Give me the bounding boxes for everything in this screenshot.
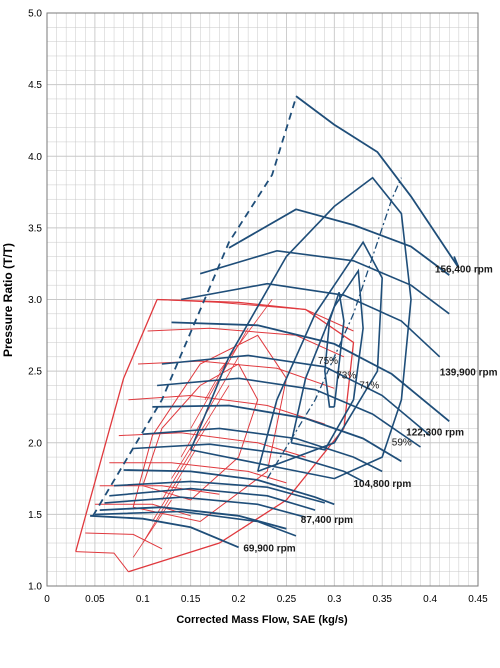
speed-line <box>94 510 297 537</box>
efficiency-label: 71% <box>359 380 379 391</box>
speed-line <box>228 208 450 276</box>
blue-compressor-map <box>90 95 460 549</box>
red-surge-line <box>75 299 158 552</box>
speed-line <box>199 249 450 315</box>
speed-line <box>104 496 306 518</box>
red-choke-tick <box>152 449 196 522</box>
efficiency-label: 75% <box>318 356 338 367</box>
red-speed-line <box>75 551 129 573</box>
efficiency-island <box>256 240 384 473</box>
efficiency-label: 73% <box>336 370 356 381</box>
speed-line <box>180 282 441 358</box>
x-tick-label: 0.1 <box>136 594 150 605</box>
y-tick-label: 3.0 <box>28 295 42 306</box>
red-compressor-map <box>75 298 355 573</box>
red-choke-tick <box>180 356 239 458</box>
outer-boundary <box>295 95 460 269</box>
speed-line <box>123 469 335 506</box>
y-tick-label: 3.5 <box>28 223 42 234</box>
y-tick-label: 2.5 <box>28 367 42 378</box>
speed-line-label: 87,400 rpm <box>301 515 353 526</box>
red-choke-tick <box>171 385 230 479</box>
speed-line <box>99 506 287 530</box>
choke-dash-line <box>266 177 402 479</box>
y-tick-label: 2.0 <box>28 438 42 449</box>
x-tick-label: 0.3 <box>327 594 341 605</box>
efficiency-label: 59% <box>392 438 412 449</box>
speed-line-label: 122,300 rpm <box>406 428 464 439</box>
efficiency-island <box>189 176 412 480</box>
speed-line <box>90 514 239 549</box>
y-tick-label: 4.0 <box>28 152 42 163</box>
surge-line <box>92 97 297 517</box>
efficiency-island <box>290 268 364 451</box>
red-efficiency-island <box>142 363 259 501</box>
axes: 0 0.05 0.1 0.15 0.2 0.25 0.3 0.35 0.4 0.45 1.0 1.5 2… <box>28 9 488 606</box>
speed-line-label: 139,900 rpm <box>440 367 498 378</box>
x-tick-label: 0.4 <box>423 594 437 605</box>
speed-line <box>113 480 326 504</box>
red-speed-line <box>85 532 163 550</box>
y-tick-label: 5.0 <box>28 9 42 20</box>
x-tick-label: 0.05 <box>85 594 105 605</box>
x-tick-label: 0.15 <box>181 594 201 605</box>
speed-line <box>157 377 421 448</box>
x-tick-label: 0.45 <box>468 594 488 605</box>
speed-line-label: 69,900 rpm <box>243 544 295 555</box>
red-speed-line <box>128 394 325 425</box>
x-tick-label: 0 <box>44 594 50 605</box>
speed-line <box>109 487 316 511</box>
red-outer-boundary <box>128 298 355 573</box>
red-choke-tick <box>132 499 172 558</box>
red-speed-line <box>109 462 287 484</box>
x-axis-label: Corrected Mass Flow, SAE (kg/s) <box>176 614 348 626</box>
x-tick-label: 0.2 <box>232 594 246 605</box>
speed-line <box>142 427 383 473</box>
speed-line-label: 104,800 rpm <box>353 479 411 490</box>
x-tick-label: 0.25 <box>277 594 297 605</box>
y-axis-label: Pressure Ratio (T/T) <box>1 243 15 357</box>
red-choke-tick <box>161 421 211 501</box>
speed-line <box>152 404 402 463</box>
y-tick-label: 1.5 <box>28 510 42 521</box>
speed-line-label: 156,400 rpm <box>435 264 493 275</box>
y-tick-label: 4.5 <box>28 80 42 91</box>
plot-frame <box>46 12 479 587</box>
speed-line <box>171 321 450 422</box>
speed-line <box>133 443 364 483</box>
x-tick-label: 0.35 <box>372 594 392 605</box>
red-speed-line <box>147 327 345 358</box>
y-tick-label: 1.0 <box>28 582 42 593</box>
chart-labels: 69,900 rpm 87,400 rpm 104,800 rpm 122,300 r… <box>243 264 497 554</box>
